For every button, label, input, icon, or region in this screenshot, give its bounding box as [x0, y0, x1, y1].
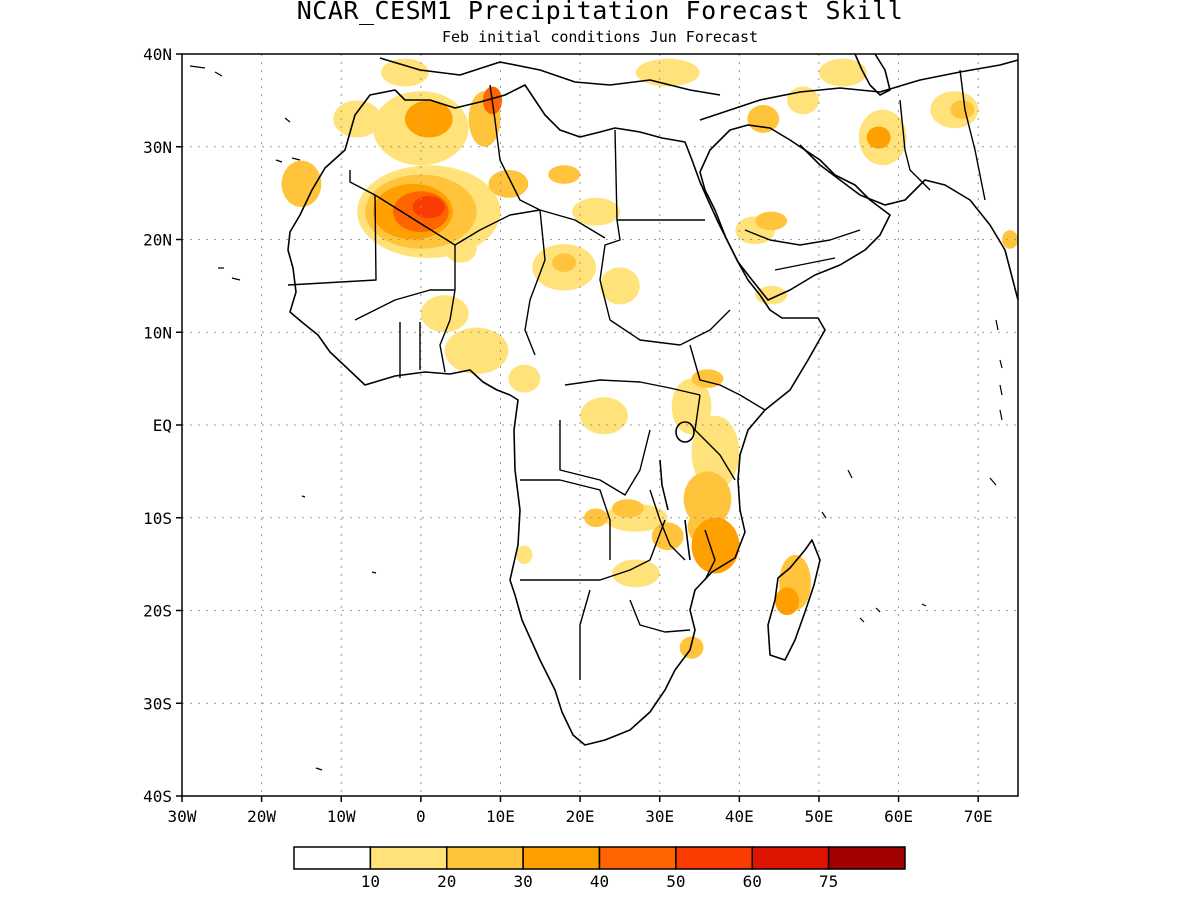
- skill-region: [691, 415, 740, 490]
- colorbar-swatch: [598, 846, 677, 870]
- colorbar-swatch: [827, 846, 906, 870]
- x-tick-label: 0: [416, 807, 426, 826]
- skill-shading-layer: [281, 58, 1018, 659]
- skill-region: [818, 58, 867, 87]
- y-tick-label: 10S: [143, 509, 172, 528]
- skill-region: [747, 105, 780, 133]
- y-tick-label: 40N: [143, 45, 172, 64]
- madagascar-coastline: [767, 539, 821, 661]
- x-tick-label: 20E: [566, 807, 595, 826]
- x-tick-label: 40E: [725, 807, 754, 826]
- lake-victoria: [675, 421, 695, 443]
- y-tick-label: 20N: [143, 231, 172, 250]
- y-tick-label: 30S: [143, 694, 172, 713]
- skill-region: [404, 100, 453, 138]
- skill-region: [679, 636, 704, 659]
- island-dots: [189, 65, 1003, 771]
- skill-region: [635, 58, 700, 87]
- x-tick-label: 30W: [168, 807, 197, 826]
- skill-region: [552, 253, 577, 272]
- colorbar-label: 20: [437, 872, 456, 891]
- lake-malawi: [684, 519, 691, 561]
- skill-region: [775, 587, 800, 616]
- x-tick-label: 10E: [486, 807, 515, 826]
- colorbar-label: 30: [513, 872, 532, 891]
- y-tick-label: 10N: [143, 323, 172, 342]
- y-tick-label: 40S: [143, 787, 172, 806]
- skill-region: [671, 378, 712, 435]
- chart-subtitle: Feb initial conditions Jun Forecast: [441, 28, 759, 46]
- skill-region: [333, 100, 382, 138]
- skill-region: [866, 126, 891, 149]
- x-tick-label: 10W: [327, 807, 356, 826]
- colorbar-label: 50: [666, 872, 685, 891]
- skill-region: [508, 364, 541, 393]
- colorbar-swatch: [675, 846, 753, 870]
- persian-gulf-coastline: [799, 144, 1018, 301]
- skill-region: [611, 499, 644, 518]
- y-tick-label: 30N: [143, 138, 172, 157]
- colorbar-label: 10: [361, 872, 380, 891]
- skill-region: [488, 169, 529, 198]
- skill-region: [444, 327, 509, 374]
- skill-region: [611, 559, 660, 588]
- lake-tanganyika: [659, 459, 669, 511]
- skill-region: [1002, 230, 1018, 249]
- skill-region: [691, 517, 740, 574]
- skill-region: [548, 165, 581, 184]
- africa-coastline: [287, 84, 826, 746]
- skill-region: [412, 195, 445, 219]
- colorbar-swatch: [522, 846, 601, 870]
- country-borders: [287, 69, 986, 680]
- caspian-sea: [854, 54, 891, 96]
- y-tick-label: 20S: [143, 602, 172, 621]
- skill-region: [600, 267, 640, 305]
- x-tick-label: 60E: [884, 807, 913, 826]
- colorbar-label: 75: [819, 872, 838, 891]
- colorbar-swatch: [751, 846, 830, 870]
- colorbar-label: 60: [743, 872, 762, 891]
- skill-region: [281, 160, 322, 208]
- skill-region: [572, 197, 620, 226]
- coastlines-and-borders: [189, 54, 1018, 771]
- skill-region: [420, 295, 469, 333]
- arabian-peninsula-coastline: [699, 124, 891, 301]
- skill-region: [950, 100, 975, 119]
- skill-region: [584, 508, 608, 528]
- x-tick-label: 50E: [804, 807, 833, 826]
- chart-title: NCAR_CESM1 Precipitation Forecast Skill: [296, 0, 904, 25]
- skill-region: [516, 545, 533, 565]
- colorbar-label: 40: [590, 872, 609, 891]
- colorbar: 10 20 30 40 50 60 75: [293, 846, 906, 891]
- colorbar-swatch: [293, 846, 372, 870]
- x-axis-ticks: 30W 20W 10W 0 10E 20E 30E 40E 50E 60E 70E: [168, 796, 993, 826]
- x-tick-label: 30E: [645, 807, 674, 826]
- skill-region: [755, 211, 788, 231]
- y-axis-ticks: 40N 30N 20N 10N EQ 10S 20S 30S 40S: [143, 45, 182, 806]
- colorbar-swatch: [446, 846, 524, 870]
- y-tick-label: EQ: [153, 416, 172, 435]
- colorbar-swatch: [369, 846, 448, 870]
- mediterranean-north-coast: [379, 57, 721, 96]
- skill-region: [381, 58, 429, 87]
- x-tick-label: 20W: [247, 807, 276, 826]
- x-tick-label: 70E: [964, 807, 993, 826]
- skill-region: [580, 397, 628, 435]
- eurasia-coastline: [699, 59, 1018, 121]
- skill-region: [651, 522, 684, 551]
